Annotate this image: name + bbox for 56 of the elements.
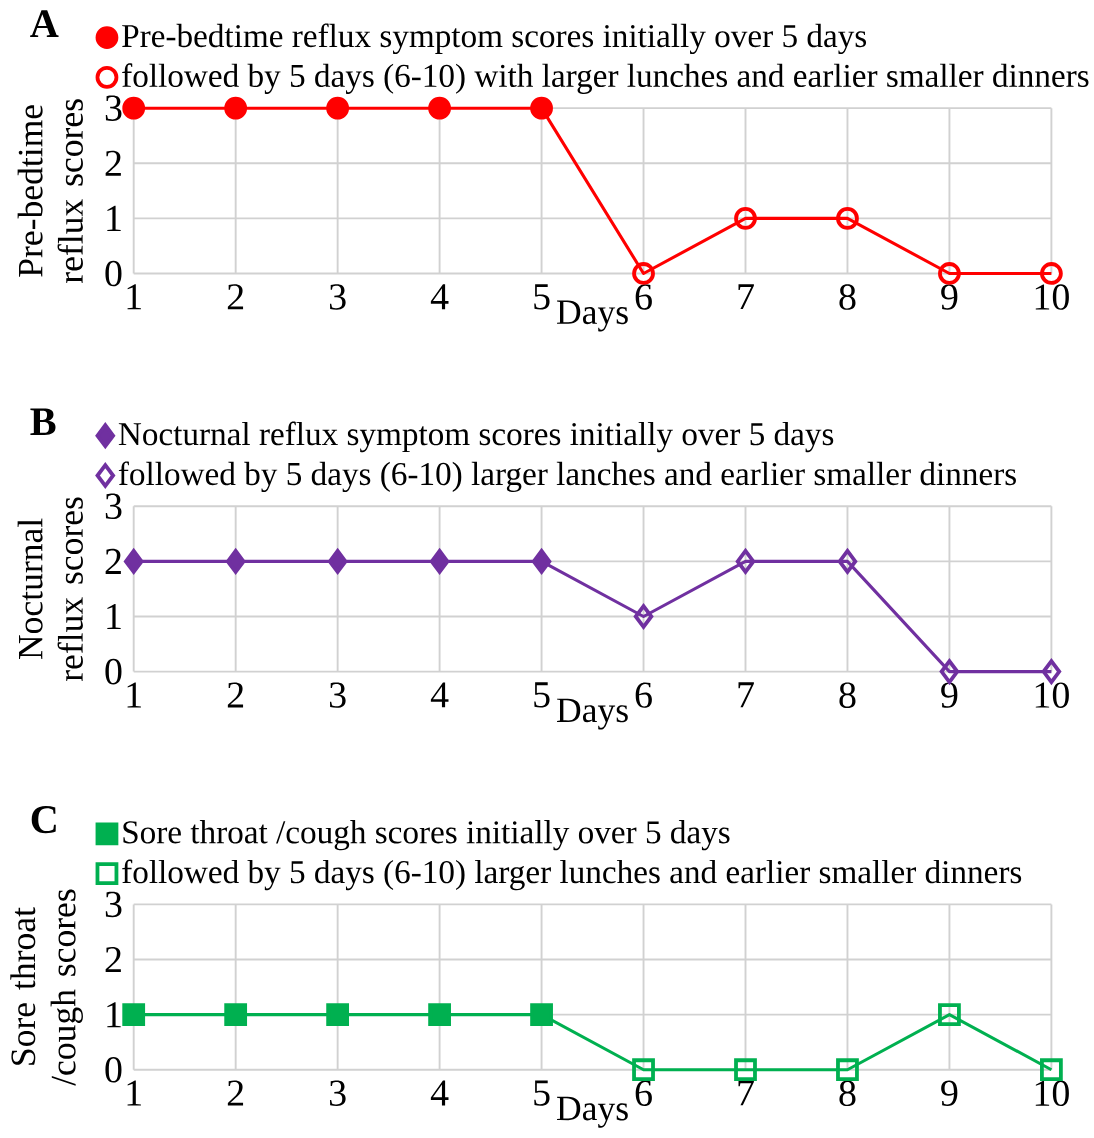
x-tick-label: 7	[738, 284, 754, 310]
x-tick-label: 8	[839, 682, 856, 708]
y-tick-label: 2	[105, 946, 121, 973]
legend-label: followed by 5 days (6-10) larger lunches and earlier smaller dinners	[122, 859, 1021, 891]
y-tick-label: 3	[105, 95, 122, 121]
x-tick-label: 7	[738, 682, 754, 708]
x-tick-label: 2	[227, 1080, 243, 1106]
legend-label: Nocturnal reflux symptom scores initially over 5 days	[118, 421, 834, 453]
x-axis-title: Days	[556, 698, 628, 730]
x-tick-label: 4	[430, 284, 449, 310]
y-tick-label: 0	[105, 1056, 122, 1083]
x-tick-label: 5	[534, 1080, 550, 1106]
legend-label: followed by 5 days (6-10) with larger lunches and earlier smaller dinners	[122, 63, 1089, 94]
x-tick-label: 3	[329, 284, 346, 310]
legend-label: Pre-bedtime reflux symptom scores initially over 5 days	[122, 23, 866, 55]
x-tick-label: 6	[635, 284, 652, 310]
y-tick-label: 2	[105, 150, 121, 176]
chart-title: B	[30, 408, 56, 436]
y-tick-label: 3	[105, 891, 122, 918]
x-tick-label: 3	[329, 682, 346, 708]
legend-label: followed by 5 days (6-10) larger lanches and earlier smaller dinners	[118, 461, 1016, 493]
y-tick-label: 1	[107, 205, 121, 231]
y-tick-label: 0	[105, 658, 122, 685]
x-axis-title: Days	[556, 300, 628, 332]
x-tick-label: 6	[635, 682, 652, 708]
x-tick-label: 10	[1035, 682, 1069, 708]
x-tick-label: 2	[227, 682, 243, 708]
y-tick-label: 2	[105, 548, 121, 574]
y-axis-title: Pre-bedtime reflux scores	[17, 99, 83, 283]
x-tick-label: 5	[534, 682, 550, 708]
x-tick-label: 9	[941, 1080, 958, 1106]
y-tick-label: 1	[107, 604, 121, 630]
chart-title: A	[29, 10, 59, 37]
x-tick-label: 1	[127, 1080, 141, 1106]
x-tick-label: 1	[127, 284, 141, 310]
x-tick-label: 1	[127, 682, 141, 708]
x-tick-label: 9	[941, 284, 958, 310]
x-tick-label: 4	[430, 682, 449, 708]
x-tick-label: 8	[839, 1080, 856, 1107]
x-tick-label: 10	[1035, 284, 1069, 310]
y-axis-title: Sore throat /cough scores	[10, 889, 83, 1086]
y-tick-label: 3	[105, 493, 122, 520]
x-axis-title: Days	[556, 1096, 628, 1128]
y-axis-title: Nocturnal reflux scores	[17, 497, 83, 682]
x-tick-label: 4	[430, 1080, 449, 1106]
x-tick-label: 5	[534, 284, 550, 310]
x-tick-label: 6	[635, 1080, 652, 1106]
x-tick-label: 9	[941, 682, 958, 708]
x-tick-label: 8	[839, 284, 856, 310]
x-tick-label: 2	[227, 284, 243, 310]
legend-label: Sore throat /cough scores initially over 5 days	[123, 820, 730, 851]
x-tick-label: 3	[329, 1080, 346, 1106]
y-tick-label: 1	[107, 1002, 121, 1028]
chart-title: C	[31, 806, 56, 834]
x-tick-label: 10	[1035, 1080, 1069, 1107]
y-tick-label: 0	[105, 260, 122, 287]
